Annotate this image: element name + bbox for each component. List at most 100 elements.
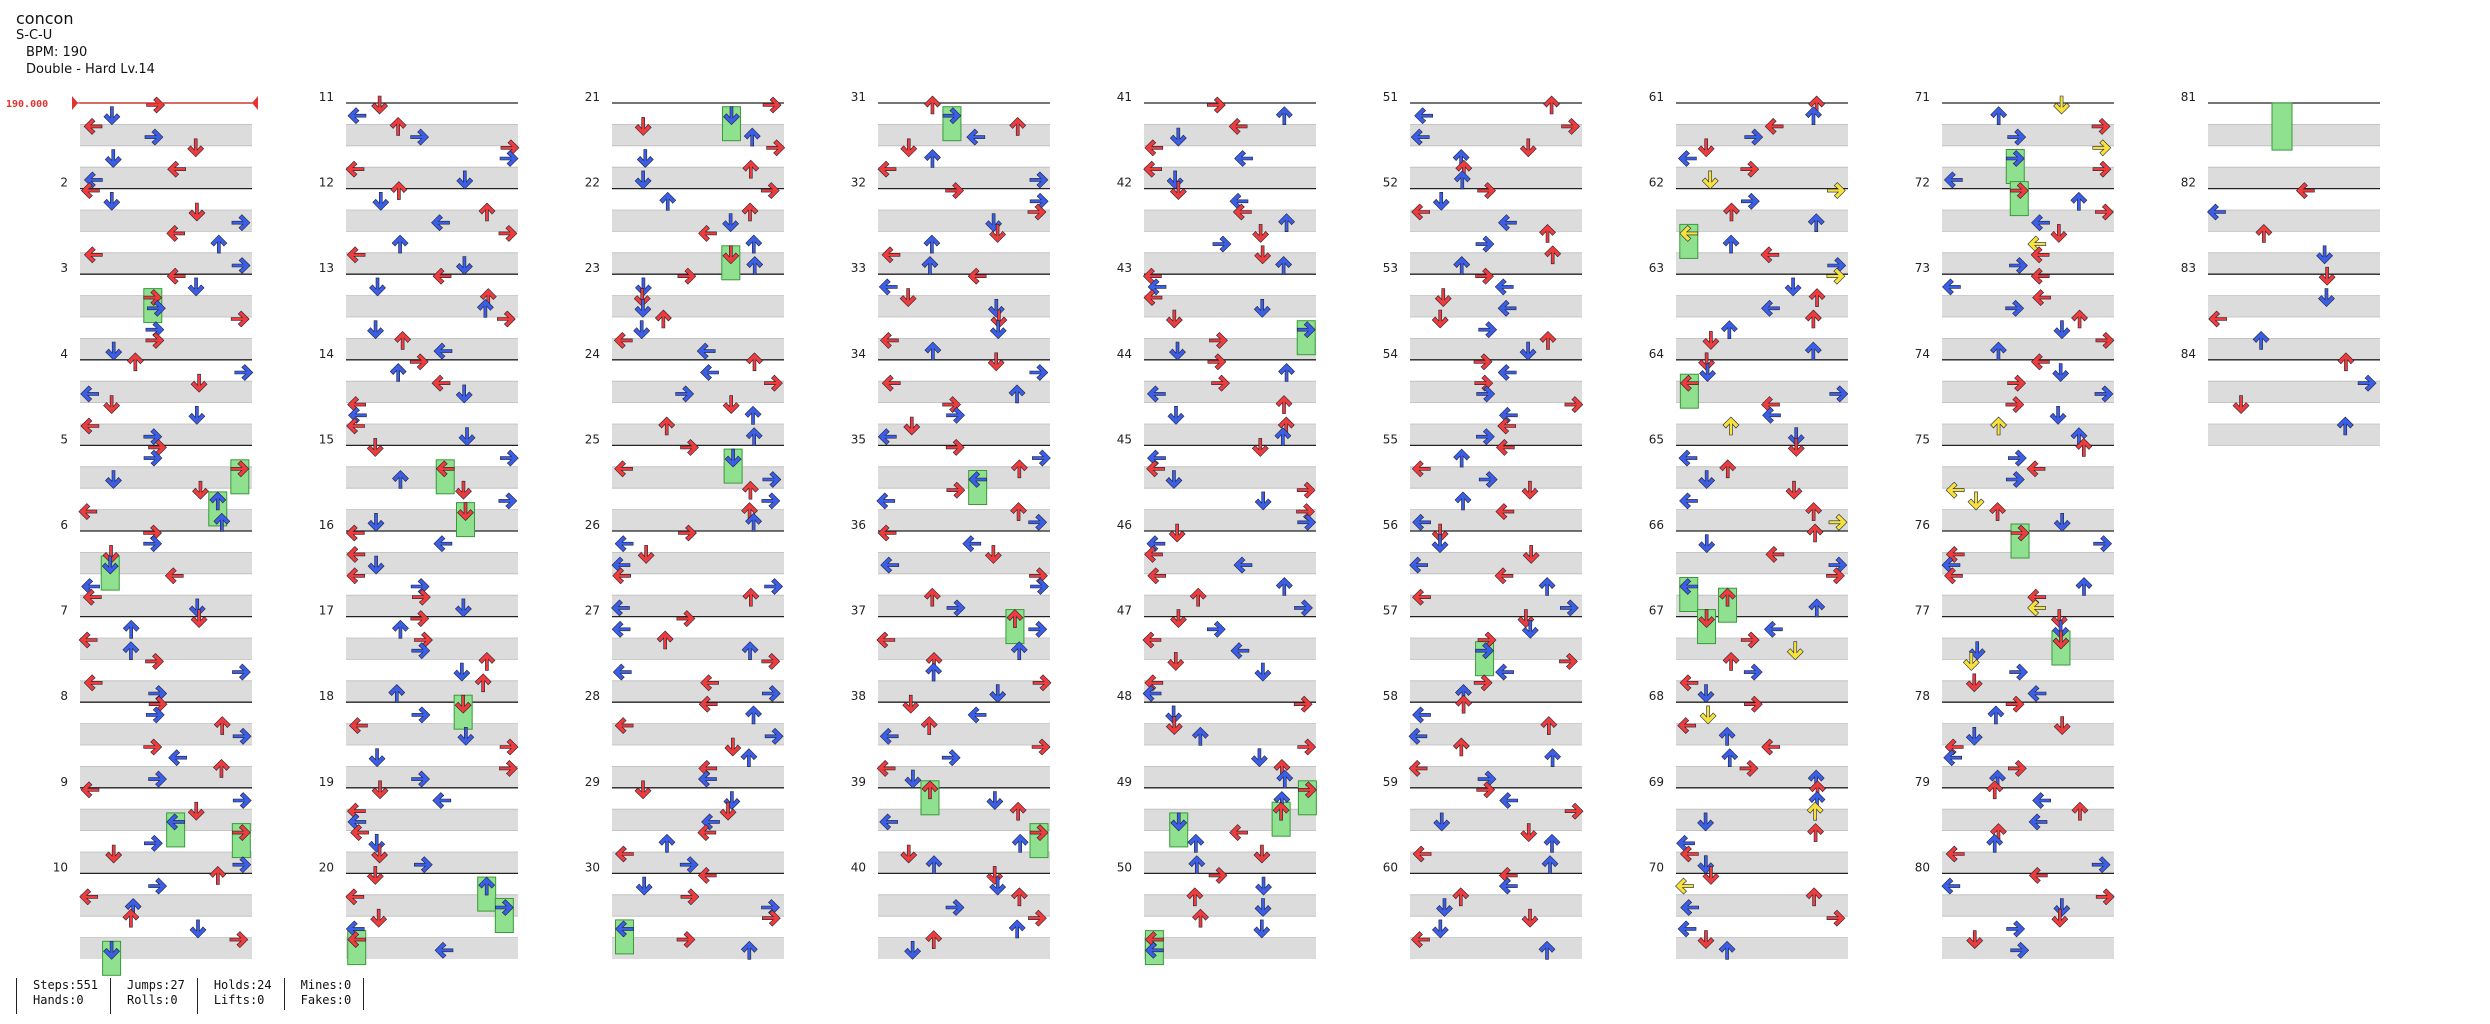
right-arrow-note [2005,695,2025,713]
down-arrow-note [1431,919,1449,939]
up-arrow-note [1011,833,1029,853]
down-arrow-note [2052,630,2070,650]
beat-band [1410,638,1582,660]
beat-band [1942,167,2114,189]
down-arrow-note [454,598,472,618]
beat-band [80,723,252,745]
measure-number: 81 [2181,90,2196,104]
beat-band [1942,210,2114,232]
bpm-label: BPM: 190 [26,45,88,60]
measure-number: 37 [851,604,866,618]
right-arrow-note [945,438,965,456]
up-arrow-note [476,298,494,318]
left-arrow-note [345,888,365,906]
up-arrow-note [1452,887,1470,907]
beat-band [1144,424,1316,446]
beat-band [1676,638,1848,660]
down-arrow-note [1702,331,1720,350]
right-arrow-note [762,471,782,488]
measure-number: 55 [1383,432,1398,446]
left-arrow-note [347,931,367,949]
beat-band [80,338,252,360]
right-arrow-note [1209,331,1228,349]
beat-band [612,210,784,232]
beat-band [1144,766,1316,788]
beat-band [1942,424,2114,446]
down-arrow-note [2053,95,2070,115]
beat-band [80,466,252,489]
hold-note [2271,102,2293,151]
measure-number: 5 [60,432,68,446]
down-arrow-note [103,192,121,211]
down-arrow-note [633,288,651,308]
right-arrow-note [761,685,781,702]
down-arrow-note [1702,866,1720,885]
right-arrow-note [144,128,164,146]
beat-band [1144,937,1316,959]
down-arrow-note [368,833,386,853]
stats-jumps-rolls: Jumps:27 Rolls:0 [110,978,197,1014]
left-arrow-note [1945,845,1965,863]
left-arrow-note [1409,556,1428,574]
right-arrow-note [499,738,519,756]
right-arrow-note [1028,513,1048,531]
right-arrow-note [1206,620,1226,638]
down-arrow-note [903,416,921,436]
beat-band [612,509,784,531]
right-arrow-note [232,792,252,809]
down-arrow-note [1431,534,1449,554]
right-arrow-note [498,492,518,510]
down-arrow-note [1431,309,1449,329]
beat-band [878,167,1050,189]
left-arrow-note [698,695,718,713]
down-arrow-note [989,224,1007,243]
down-arrow-note [989,320,1007,340]
beat-band [80,595,252,617]
beat-band [878,552,1050,574]
up-arrow-note [2337,352,2355,372]
up-arrow-note [1990,341,2007,361]
down-arrow-note [1167,405,1185,425]
down-arrow-note [371,844,389,864]
measure-number: 6 [60,518,68,532]
stat-lifts: Lifts:0 [213,993,265,1007]
down-arrow-note [1436,898,1453,917]
left-arrow-note [1144,545,1163,563]
right-arrow-note [2357,374,2377,392]
down-arrow-note [2052,363,2070,382]
down-arrow-note [1787,427,1805,447]
measure-number: 19 [319,775,334,789]
down-arrow-note [103,940,121,960]
measure-number: 23 [585,261,600,275]
left-arrow-note [433,535,453,553]
right-arrow-note [1473,353,1493,371]
beat-band [878,937,1050,959]
beat-band [1144,124,1316,146]
beat-band [1144,210,1316,232]
beat-band [1676,552,1848,574]
up-arrow-note [921,256,939,275]
up-arrow-note [924,149,941,168]
right-arrow-note [764,578,783,595]
down-arrow-note [455,256,473,275]
right-arrow-note [2092,160,2112,178]
down-arrow-note [190,609,208,629]
up-arrow-note [1804,341,1822,361]
up-arrow-note [743,127,761,147]
beat-band [878,680,1050,703]
left-arrow-note [1760,246,1780,264]
right-arrow-note [2005,396,2025,414]
left-arrow-note [1678,449,1698,467]
down-arrow-note [724,737,742,757]
down-arrow-note [1169,341,1186,361]
right-arrow-note [499,759,518,777]
up-arrow-note [2255,223,2273,243]
beat-band [1144,638,1316,660]
right-arrow-note [1744,128,1764,146]
left-arrow-note [614,717,634,735]
left-arrow-note [612,567,631,585]
down-arrow-note [1431,523,1449,543]
right-arrow-note [945,899,965,916]
right-arrow-note [2006,920,2026,938]
measure-number: 72 [1915,176,1930,190]
